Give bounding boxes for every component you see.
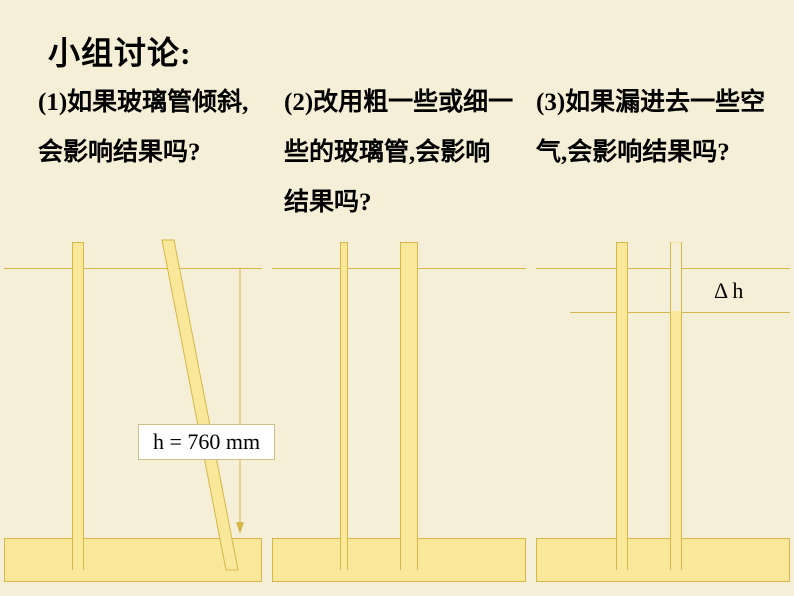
- panel1-height-arrow: [0, 238, 270, 582]
- panel3-left-tube: [616, 242, 628, 570]
- panel2-mercury-line: [272, 268, 526, 269]
- question-3: (3)如果漏进去一些空气,会影响结果吗?: [536, 78, 766, 178]
- question-2: (2)改用粗一些或细一些的玻璃管,会影响结果吗?: [284, 78, 514, 228]
- panel2-dish-top: [272, 538, 526, 539]
- panel2-thin-tube: [340, 242, 348, 570]
- diagram-area: h = 760 mm Δ h: [0, 238, 794, 596]
- height-label: h = 760 mm: [138, 424, 275, 460]
- page-title: 小组讨论:: [48, 28, 192, 74]
- panel3-dish: [536, 538, 790, 582]
- question-1: (1)如果玻璃管倾斜,会影响结果吗?: [38, 78, 268, 178]
- delta-h-label: Δ h: [714, 278, 743, 304]
- panel3-dish-top: [536, 538, 790, 539]
- panel3-mercury-line-upper: [536, 268, 790, 269]
- panel2-thick-tube: [400, 242, 418, 570]
- panel2-dish: [272, 538, 526, 582]
- panel3-right-tube-airspace: [671, 243, 681, 311]
